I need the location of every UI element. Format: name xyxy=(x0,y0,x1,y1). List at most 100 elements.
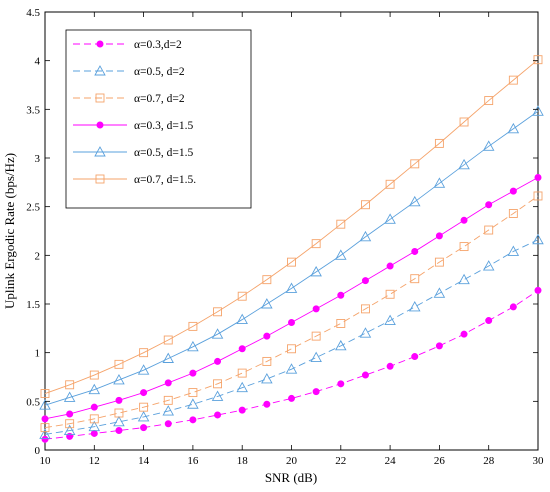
data-point xyxy=(482,140,495,151)
x-tick-label: 30 xyxy=(533,455,545,467)
data-point xyxy=(88,383,101,395)
series-line xyxy=(44,195,539,429)
series-3 xyxy=(40,191,543,433)
legend-label: α=0.3,d=2 xyxy=(134,39,182,51)
data-point xyxy=(485,317,493,325)
data-point xyxy=(507,122,520,134)
legend-label: α=0.7, d=2 xyxy=(134,93,185,105)
data-point xyxy=(140,389,148,397)
data-point xyxy=(188,321,198,331)
data-point xyxy=(137,410,150,422)
data-point xyxy=(113,415,125,427)
series-line xyxy=(44,110,539,406)
data-point xyxy=(214,357,222,365)
data-point xyxy=(311,331,321,341)
y-tick-label: 0 xyxy=(35,445,41,457)
data-point xyxy=(39,428,51,439)
data-point xyxy=(238,406,246,414)
series-5 xyxy=(39,105,544,410)
x-tick-label: 18 xyxy=(237,455,249,467)
data-point xyxy=(509,303,517,311)
data-point xyxy=(384,213,396,224)
series-1 xyxy=(41,286,542,443)
data-point xyxy=(113,373,125,385)
data-point xyxy=(66,410,74,418)
data-point xyxy=(434,257,444,267)
data-point xyxy=(385,289,395,299)
data-point xyxy=(287,257,296,267)
data-point xyxy=(211,328,224,339)
x-tick-label: 22 xyxy=(335,455,346,467)
tick-layer: 10 12 14 16 18 20 22 24 26 28 30 0 0.5 1 1.5 2 2.5 3 3.5 4 4… xyxy=(26,7,544,467)
legend-marker xyxy=(96,40,104,48)
data-point xyxy=(214,411,222,419)
data-point xyxy=(312,388,320,396)
x-tick-label: 26 xyxy=(434,455,446,467)
y-tick-label: 1 xyxy=(35,348,41,360)
data-point xyxy=(361,371,369,379)
x-axis-title: SNR (dB) xyxy=(265,470,317,485)
legend-marker xyxy=(95,93,105,103)
legend-marker xyxy=(94,146,106,157)
data-point xyxy=(410,274,420,284)
x-tick-label: 10 xyxy=(40,455,52,467)
x-tick-label: 24 xyxy=(385,455,397,467)
data-point xyxy=(65,380,75,390)
data-point xyxy=(484,96,494,106)
data-point xyxy=(508,209,518,218)
x-tick-label: 28 xyxy=(483,455,495,467)
data-point xyxy=(337,291,345,299)
data-point xyxy=(89,414,99,424)
data-point xyxy=(114,359,124,369)
x-tick-label: 14 xyxy=(138,455,150,467)
legend-item: α=0.7, d=2 xyxy=(73,93,185,105)
data-point xyxy=(361,277,369,285)
y-tick-label: 2.5 xyxy=(26,202,40,214)
data-point xyxy=(213,307,223,317)
data-point xyxy=(236,381,248,393)
data-point xyxy=(337,380,345,388)
data-point xyxy=(534,173,542,181)
y-tick-label: 0.5 xyxy=(26,396,40,408)
data-point xyxy=(114,408,124,418)
data-point xyxy=(187,398,199,409)
data-point xyxy=(41,415,49,423)
data-point xyxy=(361,200,370,210)
y-tick-label: 4 xyxy=(35,56,41,68)
data-point xyxy=(435,232,443,240)
data-point xyxy=(238,345,246,353)
y-tick-label: 3.5 xyxy=(26,104,40,116)
data-point xyxy=(261,373,273,384)
data-point xyxy=(433,287,446,298)
data-point xyxy=(408,195,421,207)
data-point xyxy=(458,158,470,170)
series-2 xyxy=(39,233,544,439)
data-point xyxy=(310,265,322,277)
data-point xyxy=(336,219,346,229)
legend-label: α=0.3, d=1.5 xyxy=(134,120,193,132)
data-point xyxy=(482,260,495,271)
legend-label: α=0.5, d=1.5 xyxy=(134,147,193,159)
y-tick-label: 4.5 xyxy=(26,7,40,19)
data-point xyxy=(164,379,172,387)
legend-marker xyxy=(95,174,105,184)
data-point xyxy=(484,225,494,235)
data-point xyxy=(40,389,50,398)
data-point xyxy=(532,105,544,116)
data-point xyxy=(137,364,150,375)
data-point xyxy=(237,368,247,378)
data-point xyxy=(211,390,224,401)
data-point xyxy=(532,233,544,245)
legend-marker xyxy=(96,121,104,129)
data-point xyxy=(189,416,197,424)
series-line xyxy=(44,289,539,440)
data-point xyxy=(90,429,98,437)
data-point xyxy=(410,159,420,169)
data-point xyxy=(139,402,149,412)
data-point xyxy=(408,300,421,312)
data-point xyxy=(311,239,321,249)
x-tick-label: 20 xyxy=(286,455,298,467)
legend-label: α=0.5, d=2 xyxy=(134,66,185,78)
series-4 xyxy=(41,173,542,423)
data-point xyxy=(115,427,123,435)
